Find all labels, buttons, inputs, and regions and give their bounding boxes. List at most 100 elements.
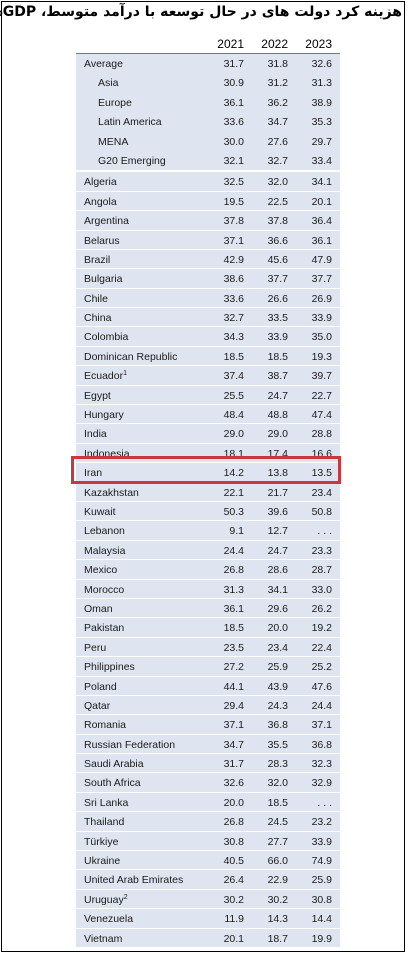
cell-value: 36.1 — [223, 96, 244, 109]
cell-value: 33.5 — [267, 312, 288, 325]
row-label-text: Thailand — [84, 816, 125, 829]
cell-value: 74.9 — [311, 855, 332, 868]
table-row: Thailand 26.8 24.5 23.2 — [76, 812, 340, 832]
row-label: Türkiye — [84, 836, 118, 848]
row-label: Mexico — [84, 564, 117, 576]
cell-value: 37.7 — [311, 273, 332, 286]
column-header: 2022 — [261, 37, 288, 51]
cell-value: 38.6 — [223, 273, 244, 286]
cell-value: 14.4 — [311, 913, 332, 926]
table-row: Angola 19.5 22.5 20.1 — [76, 191, 340, 212]
cell-value: 38.7 — [267, 370, 288, 383]
cell-value: 36.1 — [223, 602, 244, 615]
cell-value: 34.1 — [311, 176, 332, 189]
cell-value: 33.9 — [267, 331, 288, 344]
column-header: 2021 — [217, 37, 244, 51]
row-label: Dominican Republic — [84, 351, 177, 363]
table-row: Türkiye 30.8 27.7 33.9 — [76, 831, 340, 852]
cell-value: 66.0 — [267, 855, 288, 868]
row-label-text: Morocco — [84, 583, 125, 596]
row-label-text: Average — [84, 58, 123, 70]
cell-value: 33.0 — [311, 583, 332, 596]
cell-value: 24.4 — [311, 699, 332, 712]
cell-value: 29.0 — [223, 428, 244, 441]
cell-value: 37.1 — [223, 719, 244, 732]
table-row: Europe 36.1 36.2 38.9 — [76, 92, 340, 113]
cell-value: 31.7 — [223, 758, 244, 771]
cell-value: . . . — [317, 796, 332, 809]
cell-value: 36.1 — [311, 234, 332, 247]
cell-value: 19.2 — [311, 622, 332, 635]
cell-value: 36.2 — [267, 96, 288, 109]
row-label: G20 Emerging — [98, 155, 166, 167]
cell-value: 34.7 — [223, 738, 244, 751]
cell-value: 25.2 — [311, 661, 332, 674]
cell-value: 42.9 — [223, 253, 244, 266]
cell-value: 19.9 — [311, 932, 332, 945]
table-row: South Africa 32.6 32.0 32.9 — [76, 773, 340, 793]
row-label-text: Ecuador — [84, 370, 124, 383]
cell-value: 33.6 — [223, 292, 244, 305]
row-label: Poland — [84, 681, 117, 693]
row-label-text: Brazil — [84, 253, 111, 266]
cell-value: 37.8 — [223, 215, 244, 228]
cell-value: 27.6 — [267, 135, 288, 148]
cell-value: 25.9 — [311, 874, 332, 887]
row-label: Russian Federation — [84, 739, 175, 751]
row-label: Oman — [84, 603, 113, 615]
row-label-text: Malaysia — [84, 544, 126, 557]
table-row: Russian Federation 34.7 35.5 36.8 — [76, 734, 340, 755]
table-row: Asia 30.9 31.2 31.3 — [76, 73, 340, 93]
row-label-text: Colombia — [84, 331, 129, 344]
row-label-text: Belarus — [84, 234, 120, 247]
cell-value: 23.3 — [311, 544, 332, 557]
row-label: Philippines — [84, 661, 135, 673]
table-row: Malaysia 24.4 24.7 23.3 — [76, 540, 340, 561]
cell-value: 33.9 — [311, 312, 332, 325]
cell-value: 36.8 — [311, 738, 332, 751]
table-row: Brazil 42.9 45.6 47.9 — [76, 249, 340, 270]
cell-value: 21.7 — [267, 486, 288, 499]
row-label: Iran — [84, 467, 102, 479]
cell-value: 26.9 — [311, 292, 332, 305]
row-label-text: Saudi Arabia — [84, 758, 144, 771]
cell-value: 14.2 — [223, 467, 244, 480]
iran-highlight-box — [71, 456, 341, 484]
cell-value: 37.1 — [223, 234, 244, 247]
row-label-text: Asia — [98, 77, 119, 90]
cell-value: 44.1 — [223, 680, 244, 693]
cell-value: 29.0 — [267, 428, 288, 441]
cell-value: 11.9 — [224, 913, 244, 926]
table-row: Ecuador1 37.4 38.7 39.7 — [76, 366, 340, 386]
cell-value: 34.7 — [267, 116, 288, 129]
cell-value: 30.9 — [223, 77, 244, 90]
cell-value: 30.2 — [223, 893, 244, 906]
table-row: Average 31.7 31.8 32.6 — [76, 54, 340, 74]
row-label-text: Argentina — [84, 215, 129, 228]
row-label-text: Uruguay — [84, 893, 124, 906]
cell-value: 13.8 — [267, 467, 288, 480]
row-label: Chile — [84, 293, 108, 305]
cell-value: 31.3 — [311, 77, 332, 90]
row-label-text: Europe — [98, 96, 132, 109]
cell-value: 30.8 — [311, 893, 332, 906]
row-label: Uruguay2 — [84, 894, 128, 906]
cell-value: 32.5 — [223, 176, 244, 189]
cell-value: 31.2 — [267, 77, 288, 90]
cell-value: . . . — [317, 525, 332, 538]
table-row: Peru 23.5 23.4 22.4 — [76, 637, 340, 658]
cell-value: 22.9 — [267, 874, 288, 887]
row-label: Algeria — [84, 176, 117, 188]
row-label: Morocco — [84, 584, 124, 596]
cell-value: 38.9 — [311, 96, 332, 109]
table-header: 2021 2022 2023 — [76, 33, 340, 54]
table-row: Kazakhstan 22.1 21.7 23.4 — [76, 482, 340, 502]
row-label: Kazakhstan — [84, 487, 139, 499]
table-row: Egypt 25.5 24.7 22.7 — [76, 385, 340, 406]
row-label: Ecuador1 — [84, 370, 127, 382]
cell-value: 37.8 — [267, 215, 288, 228]
row-label: Romania — [84, 719, 126, 731]
cell-value: 50.3 — [223, 505, 244, 518]
cell-value: 36.8 — [267, 719, 288, 732]
cell-value: 22.7 — [311, 389, 332, 402]
